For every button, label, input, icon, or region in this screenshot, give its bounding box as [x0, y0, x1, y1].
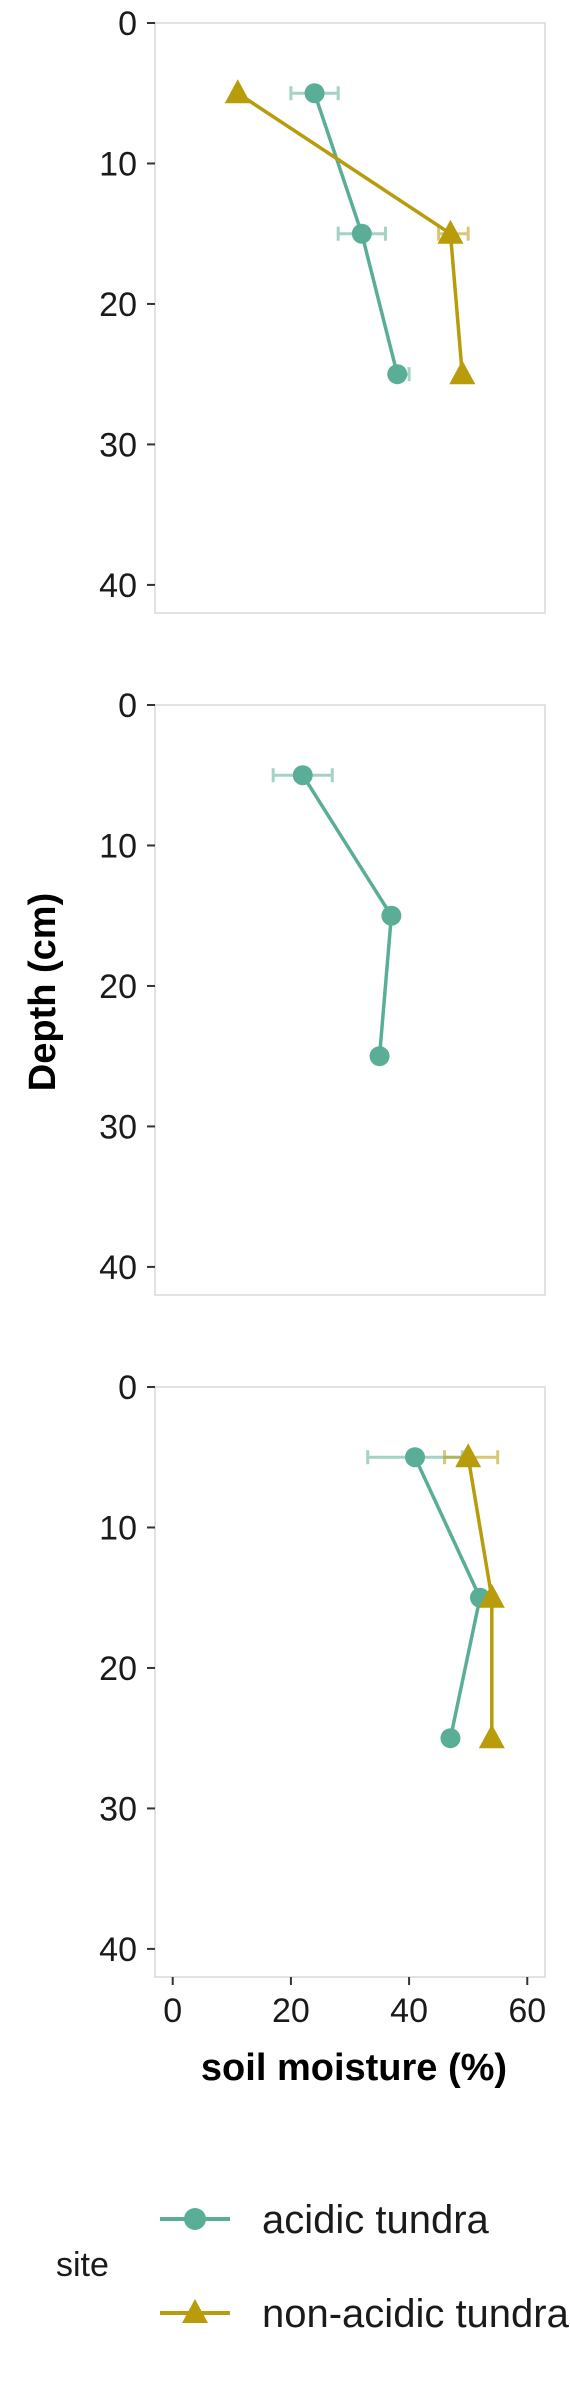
- point-acidic: [381, 905, 402, 926]
- panel-3: 0 10 20 30 40 0 20 40 60: [99, 1369, 546, 2030]
- y-tick-label: 30: [99, 426, 137, 464]
- x-tick-label: 60: [508, 1992, 546, 2030]
- panels: 0 10 20 30 40 0 10 20 30 40 0 10 20 30 40 0 20 40 60: [99, 5, 546, 2030]
- y-tick-label: 10: [99, 145, 137, 183]
- series-line-acidic-tundra: [301, 774, 394, 1057]
- y-tick-label: 10: [99, 827, 137, 865]
- panel-border: [154, 704, 546, 1296]
- y-tick-label: 20: [99, 286, 137, 324]
- y-tick-label: 0: [118, 687, 137, 725]
- x-tick-label: 0: [163, 1992, 182, 2030]
- y-tick-label: 20: [99, 968, 137, 1006]
- legend-title: site: [56, 2246, 109, 2284]
- y-tick-label: 30: [99, 1790, 137, 1828]
- x-axis-title: soil moisture (%): [201, 2047, 507, 2089]
- point-nonacidic: [478, 1583, 505, 1608]
- point-acidic: [304, 83, 325, 104]
- point-acidic: [405, 1447, 425, 1468]
- legend: site acidic tundra non-acidic tundra: [56, 2198, 570, 2336]
- y-tick-label: 20: [99, 1650, 137, 1688]
- x-tick-label: 40: [390, 1992, 428, 2030]
- point-acidic: [440, 1728, 461, 1749]
- point-acidic: [387, 364, 408, 385]
- x-tick-label: 20: [272, 1992, 310, 2030]
- legend-label-nonacidic: non-acidic tundra: [262, 2292, 570, 2336]
- point-nonacidic: [224, 79, 251, 104]
- y-tick-label: 0: [118, 5, 137, 43]
- point-nonacidic: [449, 360, 476, 385]
- point-nonacidic: [437, 219, 464, 244]
- y-axis-title: Depth (cm): [22, 893, 64, 1091]
- point-nonacidic: [478, 1724, 505, 1749]
- legend-key-triangle-icon: [182, 2299, 208, 2323]
- y-tick-label: 40: [99, 567, 137, 605]
- y-tick-label: 10: [99, 1509, 137, 1547]
- panel-2: 0 10 20 30 40: [99, 687, 546, 1296]
- legend-entry-nonacidic: non-acidic tundra: [160, 2292, 570, 2336]
- point-acidic: [292, 765, 313, 786]
- panel-1: 0 10 20 30 40: [99, 5, 546, 614]
- legend-label-acidic: acidic tundra: [262, 2198, 490, 2242]
- panel-border: [154, 1386, 546, 1978]
- y-tick-label: 30: [99, 1108, 137, 1146]
- point-nonacidic: [455, 1443, 482, 1468]
- y-tick-label: 40: [99, 1249, 137, 1287]
- point-acidic: [351, 223, 372, 244]
- y-tick-label: 0: [118, 1369, 137, 1407]
- panel-border: [154, 22, 546, 614]
- legend-entry-acidic: acidic tundra: [160, 2198, 490, 2242]
- y-tick-label: 40: [99, 1931, 137, 1969]
- legend-key-circle-icon: [184, 2208, 206, 2230]
- point-acidic: [369, 1046, 390, 1067]
